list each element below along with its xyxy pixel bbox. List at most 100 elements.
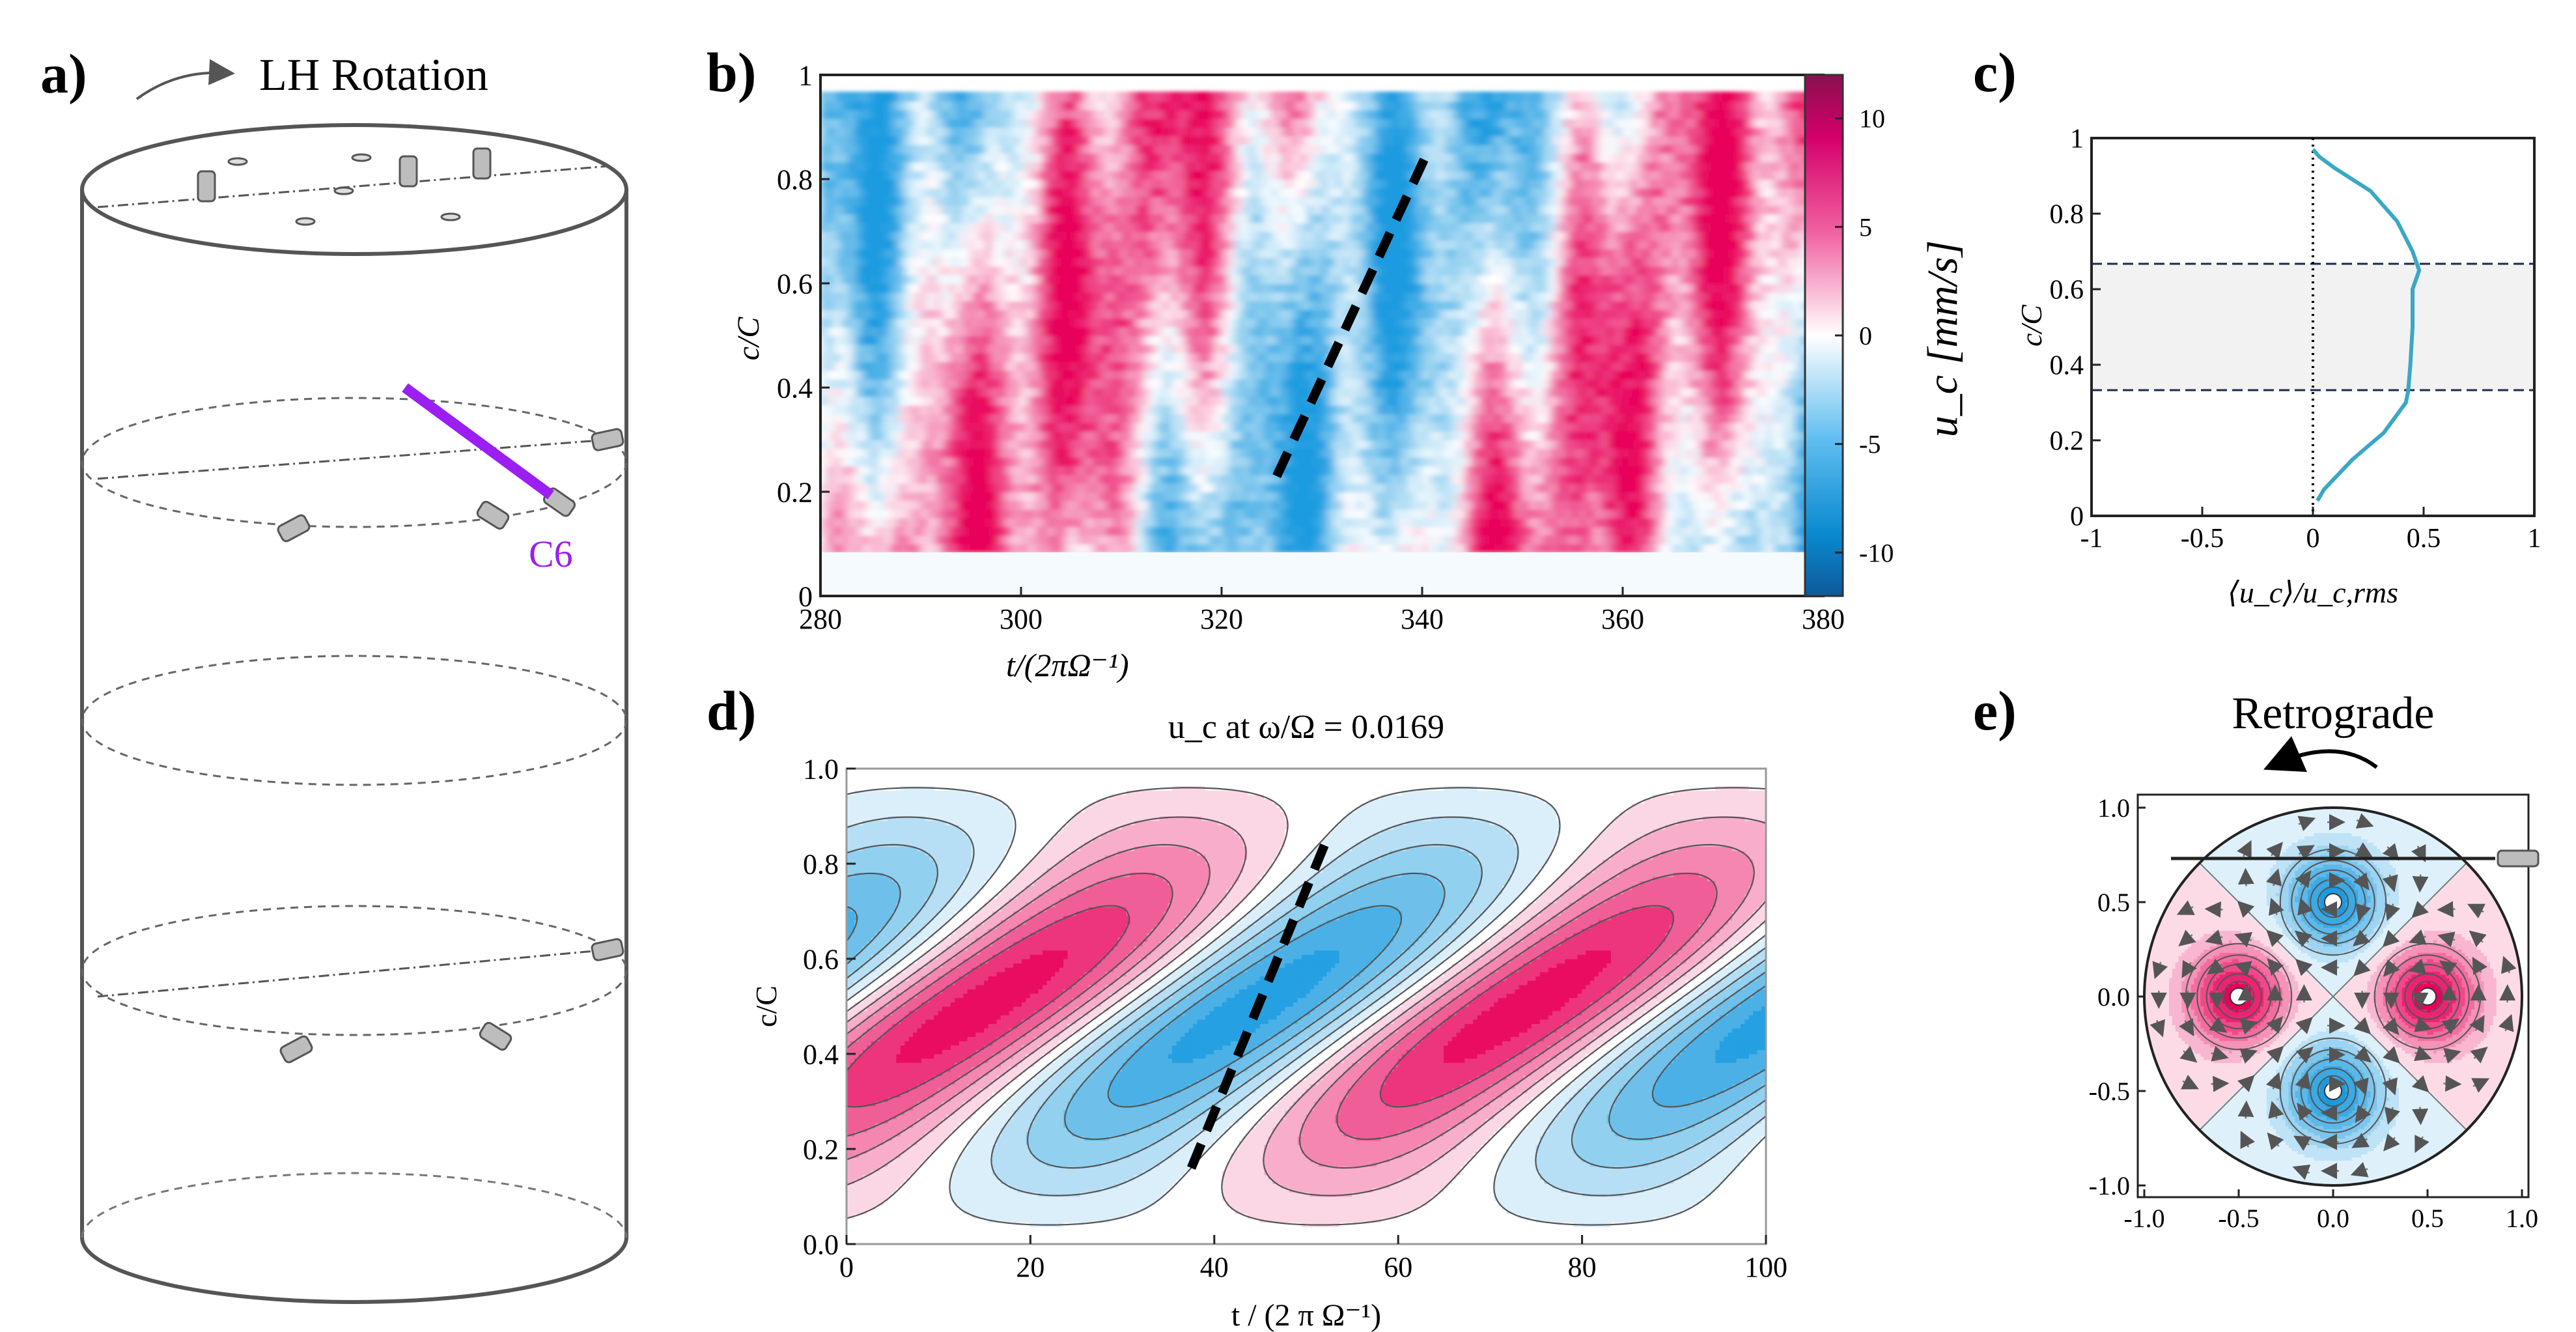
heat-cell	[992, 500, 1000, 510]
heat-cell	[1142, 326, 1151, 336]
heat-cell	[942, 465, 950, 475]
heat-cell	[920, 213, 929, 223]
heat-cell	[1013, 517, 1022, 528]
heat-cell	[1085, 100, 1093, 111]
heat-cell	[1056, 317, 1065, 328]
heat-cell	[899, 231, 907, 241]
heat-cell	[834, 187, 843, 197]
heat-cell	[841, 439, 850, 449]
heat-cell	[942, 109, 950, 119]
heat-cell	[1085, 169, 1093, 180]
heat-cell	[1049, 283, 1057, 293]
heat-cell	[899, 534, 907, 545]
heat-cell	[899, 169, 907, 180]
heat-cell	[899, 352, 907, 362]
heat-cell	[1020, 326, 1029, 336]
heat-cell	[1042, 430, 1050, 440]
heat-cell	[1121, 421, 1129, 432]
heat-cell	[1071, 335, 1079, 345]
heat-cell	[992, 361, 1000, 371]
heat-cell	[1078, 248, 1086, 258]
heat-cell	[942, 309, 950, 319]
heat-cell	[1071, 413, 1079, 423]
heat-cell	[1071, 447, 1079, 458]
heat-cell	[956, 491, 964, 502]
heat-cell	[1113, 205, 1122, 215]
heat-cell	[1056, 447, 1065, 458]
heat-cell	[820, 126, 828, 137]
heat-cell	[899, 213, 907, 223]
heat-cell	[1071, 456, 1079, 466]
heat-cell	[1128, 239, 1136, 249]
heat-cell	[848, 126, 857, 137]
heat-cell	[827, 369, 835, 380]
heat-cell	[1135, 126, 1143, 137]
heat-cell	[963, 178, 972, 189]
heat-cell	[1092, 239, 1100, 249]
heat-cell	[820, 178, 828, 189]
heat-cell	[970, 213, 979, 223]
heat-cell	[1020, 205, 1029, 215]
heat-cell	[863, 526, 871, 536]
heat-cell	[963, 326, 972, 336]
heat-cell	[1142, 361, 1151, 371]
heat-cell	[1078, 239, 1086, 249]
heat-cell	[1156, 343, 1165, 354]
heat-cell	[1013, 335, 1022, 345]
heat-cell	[1156, 474, 1165, 484]
heat-cell	[1071, 213, 1079, 223]
heat-cell	[1035, 283, 1043, 293]
heat-cell	[985, 326, 993, 336]
heat-cell	[1020, 343, 1029, 354]
heat-cell	[863, 387, 871, 397]
heat-cell	[820, 447, 828, 458]
heat-cell	[899, 413, 907, 423]
heat-cell	[870, 205, 878, 215]
heat-cell	[949, 117, 957, 128]
heat-cell	[942, 152, 950, 163]
heat-cell	[1142, 456, 1151, 466]
heat-cell	[1121, 309, 1129, 319]
heat-cell	[949, 395, 957, 406]
heat-cell	[863, 100, 871, 111]
heat-cell	[949, 91, 957, 102]
heat-cell	[1142, 195, 1151, 206]
heat-cell	[985, 117, 993, 128]
heat-cell	[963, 439, 972, 449]
heat-cell	[899, 309, 907, 319]
heat-cell	[899, 100, 907, 111]
heat-cell	[1106, 265, 1115, 276]
heat-cell	[927, 482, 936, 492]
heat-cell	[1049, 213, 1057, 223]
heat-cell	[963, 474, 972, 484]
heat-cell	[1013, 248, 1022, 258]
heat-cell	[1042, 91, 1050, 102]
heat-cell	[870, 378, 878, 388]
heat-cell	[834, 169, 843, 180]
heat-cell	[985, 508, 993, 518]
heat-cell	[1156, 126, 1165, 137]
heat-cell	[934, 465, 943, 475]
heat-cell	[977, 491, 986, 502]
heat-cell	[985, 361, 993, 371]
heat-cell	[856, 369, 864, 380]
heat-cell	[1128, 178, 1136, 189]
heat-cell	[1071, 283, 1079, 293]
heat-cell	[1049, 378, 1057, 388]
heat-cell	[906, 335, 914, 345]
heat-cell	[1006, 465, 1015, 475]
heat-cell	[1113, 482, 1122, 492]
heat-cell	[1006, 300, 1015, 310]
heat-cell	[1085, 221, 1093, 232]
heat-cell	[927, 326, 936, 336]
heat-cell	[1113, 117, 1122, 128]
heat-cell	[1049, 508, 1057, 518]
heat-cell	[1128, 439, 1136, 449]
heat-cell	[1113, 447, 1122, 458]
heat-cell	[1092, 413, 1100, 423]
heat-cell	[834, 126, 843, 137]
heat-cell	[1049, 439, 1057, 449]
heat-cell	[834, 231, 843, 241]
heat-cell	[1063, 352, 1072, 362]
heat-cell	[1164, 309, 1172, 319]
